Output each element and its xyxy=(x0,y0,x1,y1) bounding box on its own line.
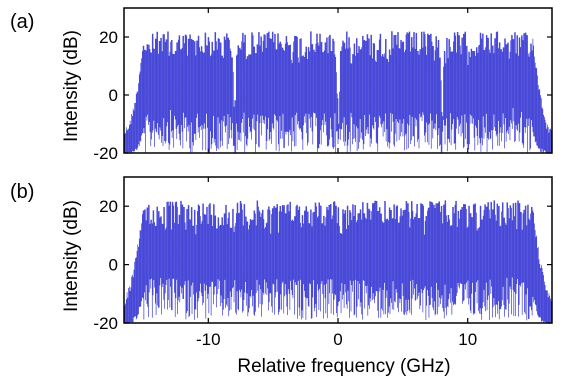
y-axis-label-b: Intensity (dB) xyxy=(61,200,82,312)
spectrum-trace-b xyxy=(123,200,553,323)
y-tick-label: -20 xyxy=(93,314,118,333)
x-tick-label: 0 xyxy=(333,330,342,349)
y-axis-label-a: Intensity (dB) xyxy=(61,30,82,142)
panel-label-a: (a) xyxy=(10,11,34,33)
panel-b: (b) Intensity (dB) 20 0 -20 -10 0 10 Relativ… xyxy=(10,176,553,377)
y-ticks-a: 20 0 -20 xyxy=(93,8,552,163)
panel-label-b: (b) xyxy=(10,181,34,203)
y-tick-label: -20 xyxy=(93,144,118,163)
x-axis-label: Relative frequency (GHz) xyxy=(237,356,450,377)
y-tick-label: 20 xyxy=(99,197,118,216)
y-tick-label: 0 xyxy=(109,256,118,275)
plot-frame-b xyxy=(123,176,553,324)
y-tick-label: 20 xyxy=(99,28,118,47)
spectrum-trace-a xyxy=(123,31,553,153)
y-tick-label: 0 xyxy=(109,86,118,105)
x-tick-label: -10 xyxy=(196,330,221,349)
x-tick-label: 10 xyxy=(458,330,477,349)
panel-a: (a) Intensity (dB) 20 0 -20 xyxy=(10,7,553,163)
x-ticks-b: -10 0 10 xyxy=(196,177,477,349)
spectrum-series-line xyxy=(123,200,553,323)
spectrum-series-line xyxy=(123,31,553,153)
plot-frame-a xyxy=(123,7,553,154)
